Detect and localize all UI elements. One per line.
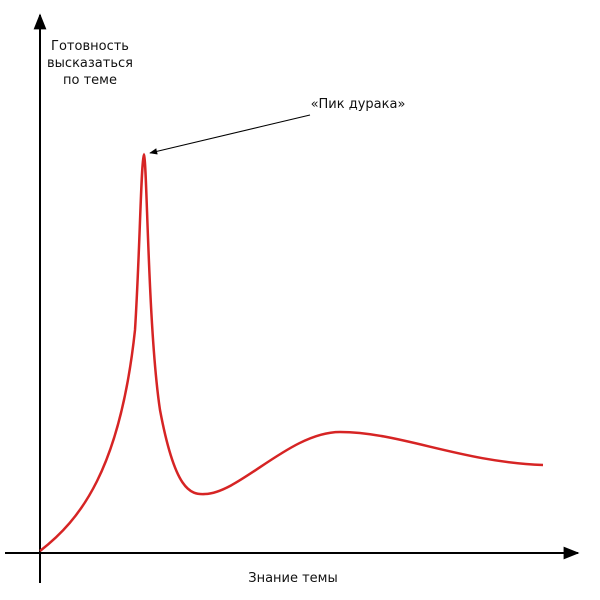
annotation: «Пик дурака» <box>311 97 406 112</box>
y-axis-label: по теме <box>63 73 117 88</box>
curve <box>39 152 544 552</box>
x-axis-label: Знание темы <box>248 571 338 586</box>
y-axis-label: Готовность <box>51 39 129 54</box>
y-axis-label: высказаться <box>47 56 133 71</box>
annotation-arrow <box>149 114 311 155</box>
